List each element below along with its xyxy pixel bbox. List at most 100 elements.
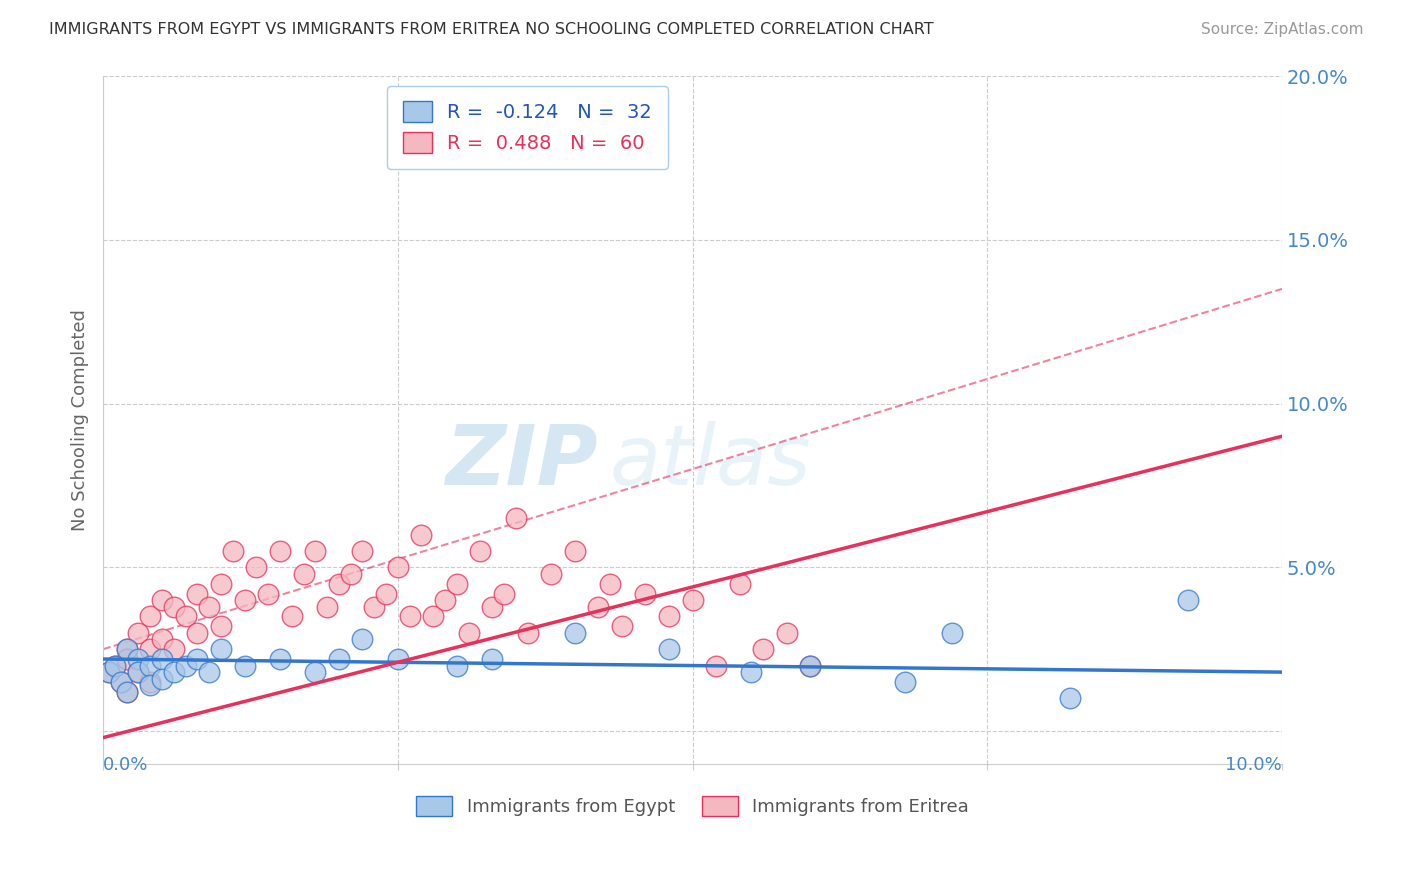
Point <box>174 658 197 673</box>
Point <box>115 685 138 699</box>
Point <box>186 625 208 640</box>
Point <box>139 678 162 692</box>
Point <box>115 642 138 657</box>
Point <box>209 619 232 633</box>
Point <box>422 609 444 624</box>
Point <box>110 675 132 690</box>
Text: Source: ZipAtlas.com: Source: ZipAtlas.com <box>1201 22 1364 37</box>
Point <box>704 658 727 673</box>
Point <box>1177 593 1199 607</box>
Point <box>564 544 586 558</box>
Point <box>446 658 468 673</box>
Point <box>128 652 150 666</box>
Point <box>411 527 433 541</box>
Point <box>128 665 150 679</box>
Point <box>115 652 138 666</box>
Legend: Immigrants from Egypt, Immigrants from Eritrea: Immigrants from Egypt, Immigrants from E… <box>409 789 976 823</box>
Point <box>128 665 150 679</box>
Point <box>799 658 821 673</box>
Point <box>387 560 409 574</box>
Text: IMMIGRANTS FROM EGYPT VS IMMIGRANTS FROM ERITREA NO SCHOOLING COMPLETED CORRELAT: IMMIGRANTS FROM EGYPT VS IMMIGRANTS FROM… <box>49 22 934 37</box>
Point <box>752 642 775 657</box>
Point <box>375 586 398 600</box>
Point <box>104 658 127 673</box>
Text: ZIP: ZIP <box>446 421 598 501</box>
Point <box>446 576 468 591</box>
Point <box>269 544 291 558</box>
Point <box>139 675 162 690</box>
Point <box>115 642 138 657</box>
Point <box>398 609 420 624</box>
Point <box>610 619 633 633</box>
Point <box>139 609 162 624</box>
Point <box>209 576 232 591</box>
Point <box>941 625 963 640</box>
Y-axis label: No Schooling Completed: No Schooling Completed <box>72 309 89 531</box>
Point <box>163 599 186 614</box>
Point <box>304 665 326 679</box>
Point <box>209 642 232 657</box>
Point <box>658 642 681 657</box>
Point <box>893 675 915 690</box>
Point <box>339 566 361 581</box>
Point <box>304 544 326 558</box>
Point <box>316 599 339 614</box>
Point <box>198 599 221 614</box>
Point <box>292 566 315 581</box>
Point <box>186 652 208 666</box>
Point <box>540 566 562 581</box>
Point <box>98 665 121 679</box>
Point <box>98 665 121 679</box>
Point <box>352 632 374 647</box>
Point <box>481 599 503 614</box>
Text: atlas: atlas <box>610 421 811 501</box>
Point <box>492 586 515 600</box>
Point <box>564 625 586 640</box>
Point <box>245 560 267 574</box>
Point <box>150 593 173 607</box>
Point <box>387 652 409 666</box>
Point <box>352 544 374 558</box>
Point <box>470 544 492 558</box>
Text: 10.0%: 10.0% <box>1225 756 1282 774</box>
Point <box>163 665 186 679</box>
Point <box>198 665 221 679</box>
Point <box>328 576 350 591</box>
Point <box>363 599 385 614</box>
Point <box>150 652 173 666</box>
Point <box>599 576 621 591</box>
Point <box>740 665 762 679</box>
Point <box>186 586 208 600</box>
Point <box>457 625 479 640</box>
Point <box>776 625 799 640</box>
Point <box>728 576 751 591</box>
Point <box>150 672 173 686</box>
Point <box>280 609 302 624</box>
Point <box>682 593 704 607</box>
Point <box>128 625 150 640</box>
Point <box>257 586 280 600</box>
Point <box>328 652 350 666</box>
Point <box>115 685 138 699</box>
Point <box>269 652 291 666</box>
Point <box>110 675 132 690</box>
Point <box>481 652 503 666</box>
Point <box>505 511 527 525</box>
Point <box>174 609 197 624</box>
Point <box>104 658 127 673</box>
Point <box>799 658 821 673</box>
Text: 0.0%: 0.0% <box>103 756 149 774</box>
Point <box>433 593 456 607</box>
Point <box>233 593 256 607</box>
Point <box>139 642 162 657</box>
Point <box>163 642 186 657</box>
Point <box>658 609 681 624</box>
Point <box>586 599 609 614</box>
Point <box>222 544 245 558</box>
Point <box>233 658 256 673</box>
Point <box>634 586 657 600</box>
Point <box>1059 691 1081 706</box>
Point <box>516 625 538 640</box>
Point <box>139 658 162 673</box>
Point <box>150 632 173 647</box>
